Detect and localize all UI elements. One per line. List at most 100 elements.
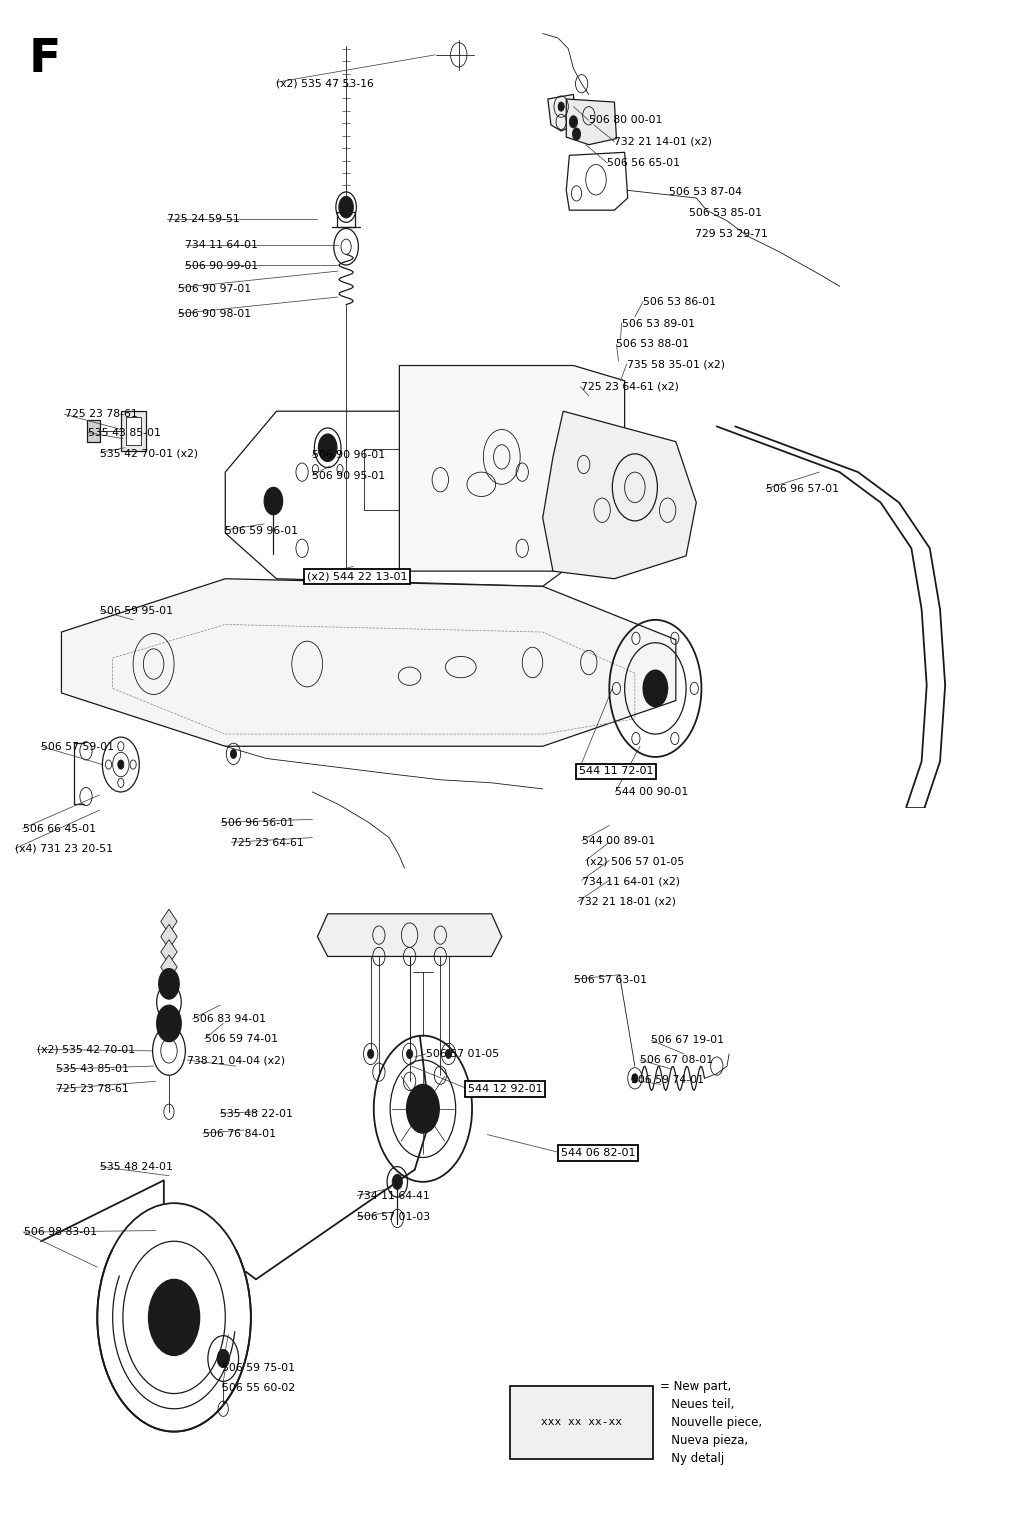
Text: 506 80 00-01: 506 80 00-01 [589,116,663,125]
Text: 506 83 94-01: 506 83 94-01 [193,1014,265,1023]
Text: 725 23 78-61: 725 23 78-61 [65,410,137,419]
Circle shape [445,1049,452,1058]
Circle shape [572,128,581,140]
Polygon shape [161,924,177,949]
Circle shape [368,1049,374,1058]
Text: 506 59 74-01: 506 59 74-01 [205,1034,278,1045]
Circle shape [569,116,578,128]
Polygon shape [161,909,177,934]
FancyBboxPatch shape [263,547,284,562]
Text: 506 59 95-01: 506 59 95-01 [100,606,173,615]
Text: 732 21 14-01 (x2): 732 21 14-01 (x2) [614,137,713,146]
Text: 535 43 85-01: 535 43 85-01 [56,1065,129,1074]
Text: 506 59 74-01: 506 59 74-01 [631,1075,703,1084]
Text: 506 96 57-01: 506 96 57-01 [766,484,839,493]
Text: (x4) 731 23 20-51: (x4) 731 23 20-51 [15,844,114,853]
Polygon shape [566,99,616,145]
Circle shape [264,487,283,515]
FancyBboxPatch shape [309,448,346,478]
Text: 506 66 45-01: 506 66 45-01 [23,824,95,833]
Text: 725 23 64-61 (x2): 725 23 64-61 (x2) [581,382,679,391]
Text: 544 11 72-01: 544 11 72-01 [579,766,653,777]
Text: 535 48 24-01: 535 48 24-01 [100,1162,173,1171]
Circle shape [118,760,124,769]
Text: 738 21 04-04 (x2): 738 21 04-04 (x2) [187,1055,286,1065]
Text: (x2) 535 42 70-01: (x2) 535 42 70-01 [37,1045,135,1054]
Polygon shape [317,914,502,956]
Text: 506 53 88-01: 506 53 88-01 [616,340,689,349]
Circle shape [159,969,179,999]
Text: 506 53 87-04: 506 53 87-04 [669,187,741,196]
Circle shape [164,1302,184,1333]
Text: 734 11 64-01: 734 11 64-01 [185,241,258,250]
FancyBboxPatch shape [87,420,100,442]
Text: 506 90 96-01: 506 90 96-01 [312,451,385,460]
Circle shape [407,1084,439,1133]
Text: 506 90 99-01: 506 90 99-01 [185,260,258,271]
Polygon shape [566,152,628,210]
Circle shape [407,1049,413,1058]
FancyBboxPatch shape [337,212,355,227]
Text: 506 53 85-01: 506 53 85-01 [689,209,762,218]
Text: 535 42 70-01 (x2): 535 42 70-01 (x2) [100,448,199,458]
Text: 506 67 08-01: 506 67 08-01 [640,1055,713,1065]
Text: (x2) 544 22 13-01: (x2) 544 22 13-01 [307,571,408,582]
Text: 535 43 85-01: 535 43 85-01 [88,428,161,439]
Text: 506 53 86-01: 506 53 86-01 [643,297,716,308]
Text: 535 48 22-01: 535 48 22-01 [220,1109,293,1119]
Text: 506 57 59-01: 506 57 59-01 [41,742,114,752]
Text: 734 11 64-01 (x2): 734 11 64-01 (x2) [582,876,680,886]
Circle shape [558,102,564,111]
Text: 506 90 97-01: 506 90 97-01 [178,283,251,294]
Text: 506 59 75-01: 506 59 75-01 [222,1363,295,1372]
FancyBboxPatch shape [121,411,146,451]
Text: 506 96 56-01: 506 96 56-01 [221,818,294,829]
Text: 506 90 98-01: 506 90 98-01 [178,309,251,318]
Text: 725 23 78-61: 725 23 78-61 [56,1084,129,1094]
Text: 506 57 01-05: 506 57 01-05 [426,1049,499,1058]
Text: 506 76 84-01: 506 76 84-01 [203,1129,275,1139]
Circle shape [392,1174,402,1189]
Text: 725 23 64-61: 725 23 64-61 [231,838,304,848]
Circle shape [339,196,353,218]
Text: 544 12 92-01: 544 12 92-01 [468,1084,543,1094]
Text: 725 24 59-51: 725 24 59-51 [167,215,240,224]
Circle shape [643,670,668,707]
Text: F: F [29,37,61,82]
Polygon shape [61,579,676,746]
Text: 506 57 63-01: 506 57 63-01 [574,975,647,985]
Text: 506 56 65-01: 506 56 65-01 [607,158,680,168]
FancyBboxPatch shape [364,449,445,510]
Circle shape [230,749,237,758]
Polygon shape [225,411,625,586]
Text: 506 90 95-01: 506 90 95-01 [312,471,385,481]
Text: 734 11 64-41: 734 11 64-41 [357,1191,430,1202]
FancyBboxPatch shape [510,1386,653,1459]
Text: 506 59 96-01: 506 59 96-01 [225,525,298,536]
Circle shape [157,1005,181,1042]
Polygon shape [399,366,625,571]
Text: 506 57 01-03: 506 57 01-03 [357,1212,430,1221]
Polygon shape [543,411,696,579]
Text: 544 00 89-01: 544 00 89-01 [582,836,654,845]
Polygon shape [161,940,177,964]
Text: 735 58 35-01 (x2): 735 58 35-01 (x2) [627,359,725,370]
Text: = New part,
   Neues teil,
   Nouvelle piece,
   Nueva pieza,
   Ny detalj: = New part, Neues teil, Nouvelle piece, … [660,1380,763,1465]
Circle shape [148,1279,200,1355]
Text: 544 00 90-01: 544 00 90-01 [615,787,689,797]
Text: 729 53 29-71: 729 53 29-71 [695,228,768,239]
Text: xxx xx xx-xx: xxx xx xx-xx [541,1418,623,1427]
Circle shape [318,434,337,461]
Text: (x2) 535 47 53-16: (x2) 535 47 53-16 [276,78,375,88]
Circle shape [217,1349,229,1368]
Text: 506 67 19-01: 506 67 19-01 [651,1036,724,1045]
Text: 506 53 89-01: 506 53 89-01 [622,318,694,329]
Text: 506 55 60-02: 506 55 60-02 [222,1383,295,1394]
Text: 544 06 82-01: 544 06 82-01 [561,1148,636,1157]
Text: 732 21 18-01 (x2): 732 21 18-01 (x2) [578,897,676,906]
FancyBboxPatch shape [126,417,141,445]
Text: (x2) 506 57 01-05: (x2) 506 57 01-05 [586,856,684,867]
Text: 506 98 83-01: 506 98 83-01 [24,1228,96,1237]
Polygon shape [548,94,575,131]
Polygon shape [161,955,177,979]
